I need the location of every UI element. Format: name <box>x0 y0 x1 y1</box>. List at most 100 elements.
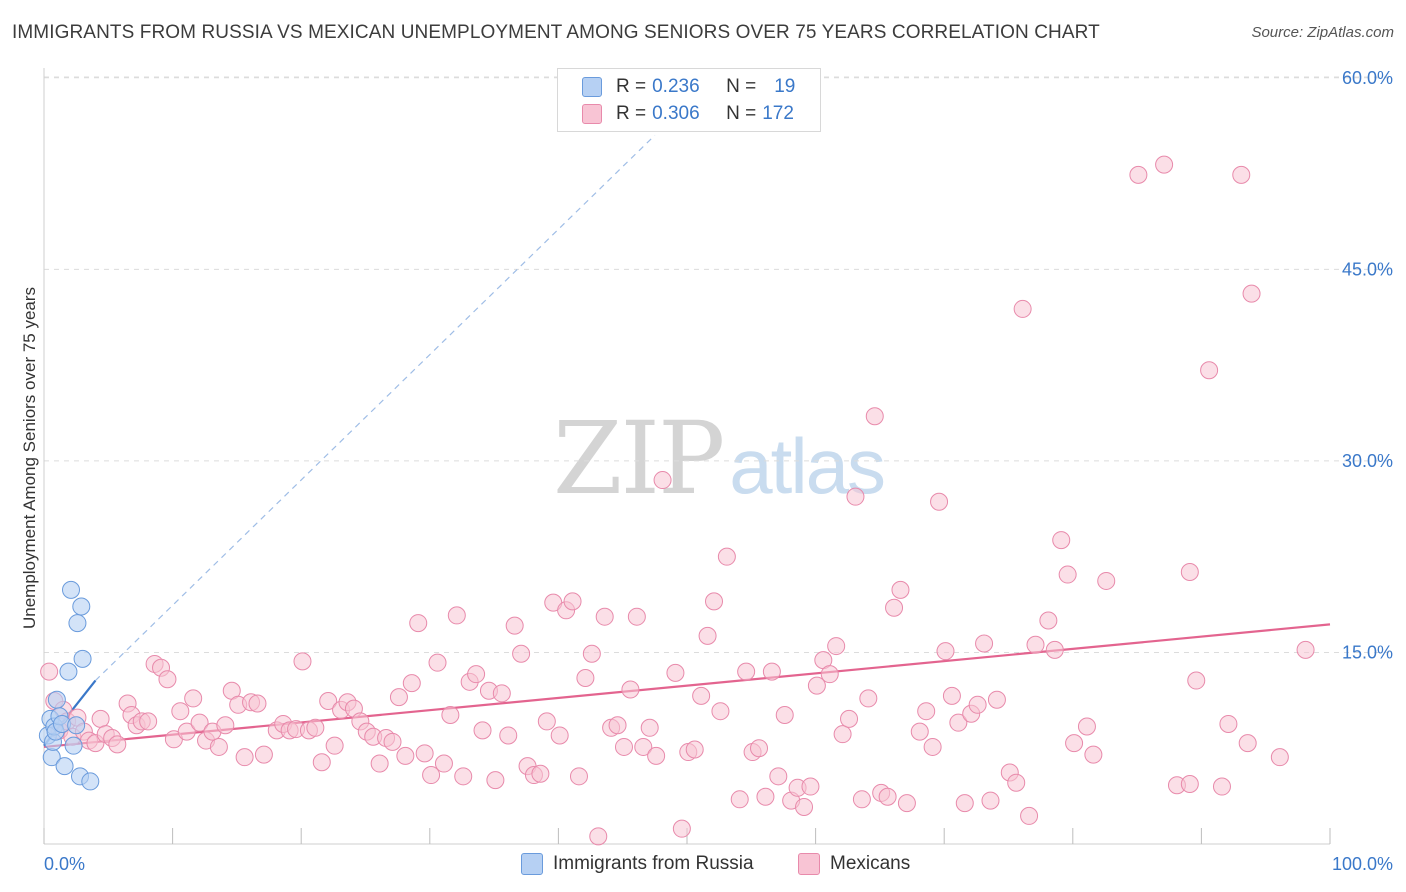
russia-swatch <box>582 77 602 97</box>
mexicans-legend-label: Mexicans <box>830 853 911 874</box>
mexicans-point <box>589 827 608 846</box>
legend-row-russia: R = 0.236 N = 19 <box>582 75 795 99</box>
mexicans-point <box>171 702 190 721</box>
mexicans-point <box>563 592 582 611</box>
mexicans-trend-line <box>43 623 1331 749</box>
mexicans-point <box>930 492 949 511</box>
russia-point <box>47 690 66 709</box>
mexicans-point <box>467 665 486 684</box>
mexicans-point <box>653 471 672 490</box>
mexicans-point <box>319 691 338 710</box>
legend-row-mexicans: R = 0.306 N = 172 <box>582 102 794 126</box>
source-label: Source: ZipAtlas.com <box>1251 24 1394 41</box>
russia-legend-label: Immigrants from Russia <box>553 853 754 874</box>
bottom-legend-mexicans: Mexicans <box>798 850 910 878</box>
mexicans-point <box>878 787 897 806</box>
mexicans-point <box>108 735 127 754</box>
mexicans-point <box>614 737 633 756</box>
y-tick-label: 15.0% <box>1342 642 1393 662</box>
mexicans-point <box>1045 640 1064 659</box>
mexicans-point <box>184 689 203 708</box>
mexicans-point <box>942 686 961 705</box>
mexicans-point <box>897 794 916 813</box>
legend-n-value: 19 <box>774 76 796 97</box>
mexicans-point <box>447 606 466 625</box>
mexicans-point <box>428 653 447 672</box>
mexicans-point <box>634 737 653 756</box>
x-tick-label: 0.0% <box>44 854 85 874</box>
mexicans-point <box>666 663 685 682</box>
mexicans-point <box>627 607 646 626</box>
mexicans-point <box>505 616 524 635</box>
russia-point <box>59 662 78 681</box>
mexicans-legend-swatch <box>798 853 820 875</box>
mexicans-point <box>672 819 691 838</box>
mexicans-point <box>1097 571 1116 590</box>
mexicans-point <box>434 754 453 773</box>
mexicans-point <box>158 670 177 689</box>
mexicans-point <box>409 614 428 633</box>
mexicans-point <box>801 777 820 796</box>
mexicans-point <box>216 716 235 735</box>
correlation-legend: R = 0.236 N = 19 R = 0.306 N = 172 <box>557 68 821 132</box>
mexicans-point <box>177 722 196 741</box>
mexicans-point <box>396 746 415 765</box>
mexicans-point <box>711 702 730 721</box>
mexicans-point <box>1296 640 1315 659</box>
mexicans-point <box>859 689 878 708</box>
legend-r-value: 0.236 <box>652 76 700 97</box>
mexicans-point <box>1180 774 1199 793</box>
mexicans-point <box>325 736 344 755</box>
mexicans-point <box>647 746 666 765</box>
mexicans-point <box>1212 777 1231 796</box>
mexicans-point <box>499 726 518 745</box>
bottom-legend-russia: Immigrants from Russia <box>521 850 754 878</box>
russia-trend-extension <box>95 134 656 681</box>
russia-point <box>64 736 83 755</box>
mexicans-point <box>486 771 505 790</box>
legend-n-label: N = <box>726 103 757 124</box>
mexicans-point <box>737 662 756 681</box>
mexicans-point <box>139 712 158 731</box>
mexicans-point <box>1013 299 1032 318</box>
legend-r-value: 0.306 <box>652 103 700 124</box>
mexicans-point <box>692 686 711 705</box>
mexicans-point <box>312 753 331 772</box>
russia-point <box>73 649 92 668</box>
legend-n-value: 172 <box>762 103 794 124</box>
mexicans-point <box>40 662 59 681</box>
legend-n-label: N = <box>726 76 757 97</box>
legend-r-label: R = <box>616 103 647 124</box>
mexicans-point <box>865 407 884 426</box>
mexicans-point <box>840 709 859 728</box>
russia-point <box>81 772 100 791</box>
y-tick-label: 45.0% <box>1342 259 1393 279</box>
mexicans-point <box>1242 284 1261 303</box>
mexicans-point <box>1200 361 1219 380</box>
mexicans-point <box>987 690 1006 709</box>
mexicans-point <box>1052 531 1071 550</box>
x-tick-label: 100.0% <box>1332 854 1393 874</box>
mexicans-point <box>891 580 910 599</box>
mexicans-point <box>1058 565 1077 584</box>
mexicans-point <box>383 732 402 751</box>
mexicans-point <box>885 598 904 617</box>
russia-point <box>55 757 74 776</box>
mexicans-point <box>750 739 769 758</box>
mexicans-point <box>1270 748 1289 767</box>
mexicans-point <box>981 791 1000 810</box>
mexicans-point <box>949 713 968 732</box>
mexicans-point <box>422 766 441 785</box>
mexicans-point <box>1219 714 1238 733</box>
mexicans-point <box>1187 671 1206 690</box>
mexicans-point <box>1232 165 1251 184</box>
mexicans-point <box>917 702 936 721</box>
y-tick-label: 60.0% <box>1342 68 1393 88</box>
mexicans-point <box>1026 635 1045 654</box>
mexicans-point <box>820 665 839 684</box>
mexicans-point <box>1155 155 1174 174</box>
mexicans-point <box>1020 806 1039 825</box>
mexicans-point <box>685 740 704 759</box>
russia-point <box>67 716 86 735</box>
mexicans-point <box>975 634 994 653</box>
